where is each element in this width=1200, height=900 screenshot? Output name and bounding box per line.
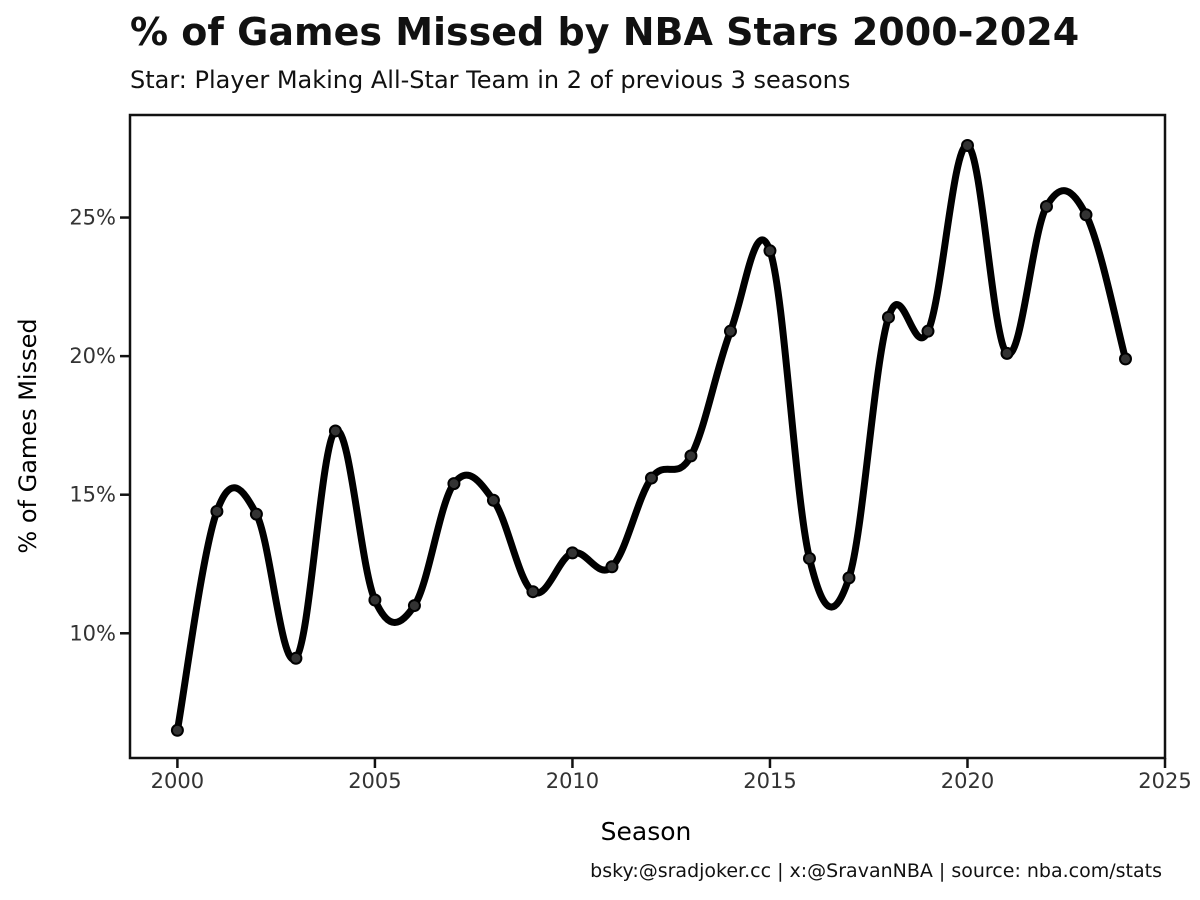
data-point	[1039, 199, 1053, 213]
data-point	[210, 504, 224, 518]
data-point	[842, 571, 856, 585]
data-point	[802, 551, 816, 565]
x-tick-label: 2010	[546, 769, 599, 793]
series-line	[173, 141, 1129, 734]
x-tick-label: 2000	[151, 769, 204, 793]
data-point	[644, 471, 658, 485]
data-point	[526, 585, 540, 599]
data-point	[684, 449, 698, 463]
data-point	[328, 424, 342, 438]
plot-frame	[128, 113, 1167, 760]
y-tick-label: 20%	[69, 344, 116, 368]
data-point	[170, 723, 184, 737]
data-point	[1079, 208, 1093, 222]
x-tick-label: 2025	[1138, 769, 1191, 793]
y-tick-label: 15%	[69, 483, 116, 507]
data-point	[407, 599, 421, 613]
data-point	[565, 546, 579, 560]
data-point	[249, 507, 263, 521]
data-point	[921, 324, 935, 338]
source-credit: bsky:@sradjoker.cc | x:@SravanNBA | sour…	[590, 860, 1162, 882]
data-point	[486, 493, 500, 507]
data-points	[170, 138, 1132, 737]
y-axis-label: % of Games Missed	[14, 318, 42, 553]
chart-subtitle: Star: Player Making All-Star Team in 2 o…	[130, 66, 851, 94]
data-point	[881, 310, 895, 324]
x-tick-label: 2020	[941, 769, 994, 793]
data-point	[368, 593, 382, 607]
x-axis: 2000 2005 2010 2015 2020 2025	[151, 758, 1192, 793]
y-tick-label: 10%	[69, 621, 116, 645]
data-point	[1000, 346, 1014, 360]
data-point	[960, 138, 974, 152]
y-tick-label: 25%	[69, 206, 116, 230]
y-axis: 10% 15% 20% 25%	[69, 206, 130, 645]
data-point	[763, 244, 777, 258]
data-point	[605, 560, 619, 574]
data-point	[289, 651, 303, 665]
chart-title: % of Games Missed by NBA Stars 2000-2024	[130, 10, 1080, 54]
x-axis-label: Season	[601, 817, 692, 846]
data-point	[723, 324, 737, 338]
data-point	[447, 477, 461, 491]
x-tick-label: 2015	[743, 769, 796, 793]
x-tick-label: 2005	[348, 769, 401, 793]
data-point	[1118, 352, 1132, 366]
